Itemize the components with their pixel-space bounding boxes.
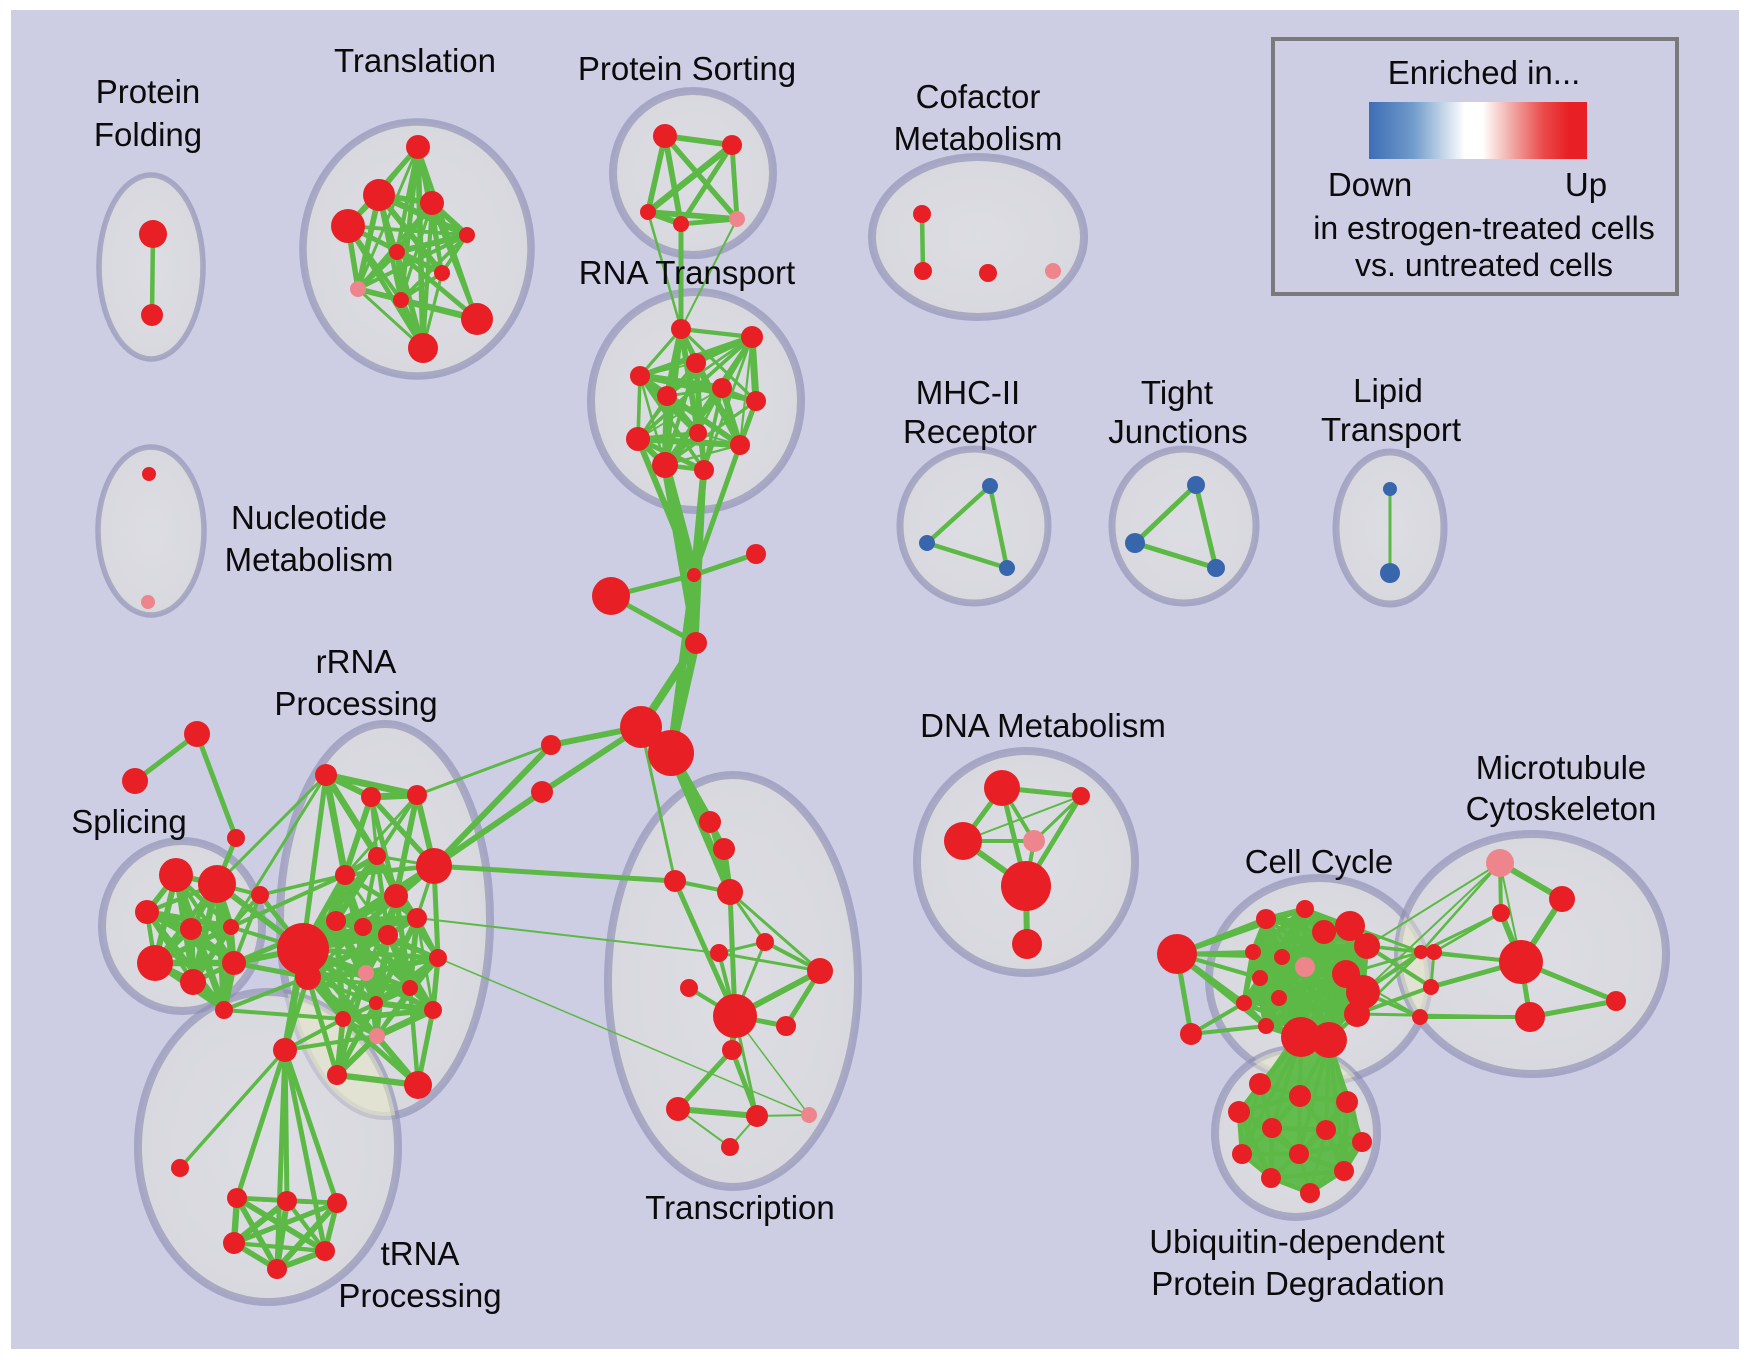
- svg-text:vs. untreated cells: vs. untreated cells: [1355, 247, 1613, 283]
- svg-text:Cell Cycle: Cell Cycle: [1245, 843, 1394, 880]
- svg-text:Cofactor: Cofactor: [916, 78, 1041, 115]
- svg-text:Transcription: Transcription: [645, 1189, 835, 1226]
- svg-text:Protein Degradation: Protein Degradation: [1151, 1265, 1445, 1302]
- svg-text:Receptor: Receptor: [903, 413, 1037, 450]
- svg-text:Ubiquitin-dependent: Ubiquitin-dependent: [1149, 1223, 1444, 1260]
- svg-text:Protein: Protein: [96, 73, 201, 110]
- svg-text:RNA Transport: RNA Transport: [579, 254, 795, 291]
- svg-text:Lipid: Lipid: [1353, 372, 1423, 409]
- svg-text:DNA Metabolism: DNA Metabolism: [920, 707, 1166, 744]
- svg-text:Enriched in...: Enriched in...: [1388, 54, 1581, 91]
- svg-text:Tight: Tight: [1141, 374, 1213, 411]
- svg-text:Cytoskeleton: Cytoskeleton: [1466, 790, 1657, 827]
- svg-text:MHC-II: MHC-II: [916, 374, 1020, 411]
- svg-text:Protein Sorting: Protein Sorting: [578, 50, 796, 87]
- svg-text:rRNA: rRNA: [316, 643, 397, 680]
- svg-text:Down: Down: [1328, 166, 1412, 203]
- svg-text:Junctions: Junctions: [1108, 413, 1247, 450]
- svg-text:Metabolism: Metabolism: [894, 120, 1063, 157]
- svg-text:Processing: Processing: [274, 685, 437, 722]
- svg-text:Splicing: Splicing: [71, 803, 187, 840]
- svg-text:Microtubule: Microtubule: [1476, 749, 1647, 786]
- svg-text:tRNA: tRNA: [381, 1235, 460, 1272]
- svg-text:Nucleotide: Nucleotide: [231, 499, 387, 536]
- svg-text:Translation: Translation: [334, 42, 496, 79]
- svg-text:Transport: Transport: [1321, 411, 1461, 448]
- svg-text:Folding: Folding: [94, 116, 202, 153]
- svg-text:Up: Up: [1565, 166, 1607, 203]
- svg-text:in estrogen-treated cells: in estrogen-treated cells: [1313, 210, 1655, 246]
- svg-text:Processing: Processing: [338, 1277, 501, 1314]
- svg-text:Metabolism: Metabolism: [225, 541, 394, 578]
